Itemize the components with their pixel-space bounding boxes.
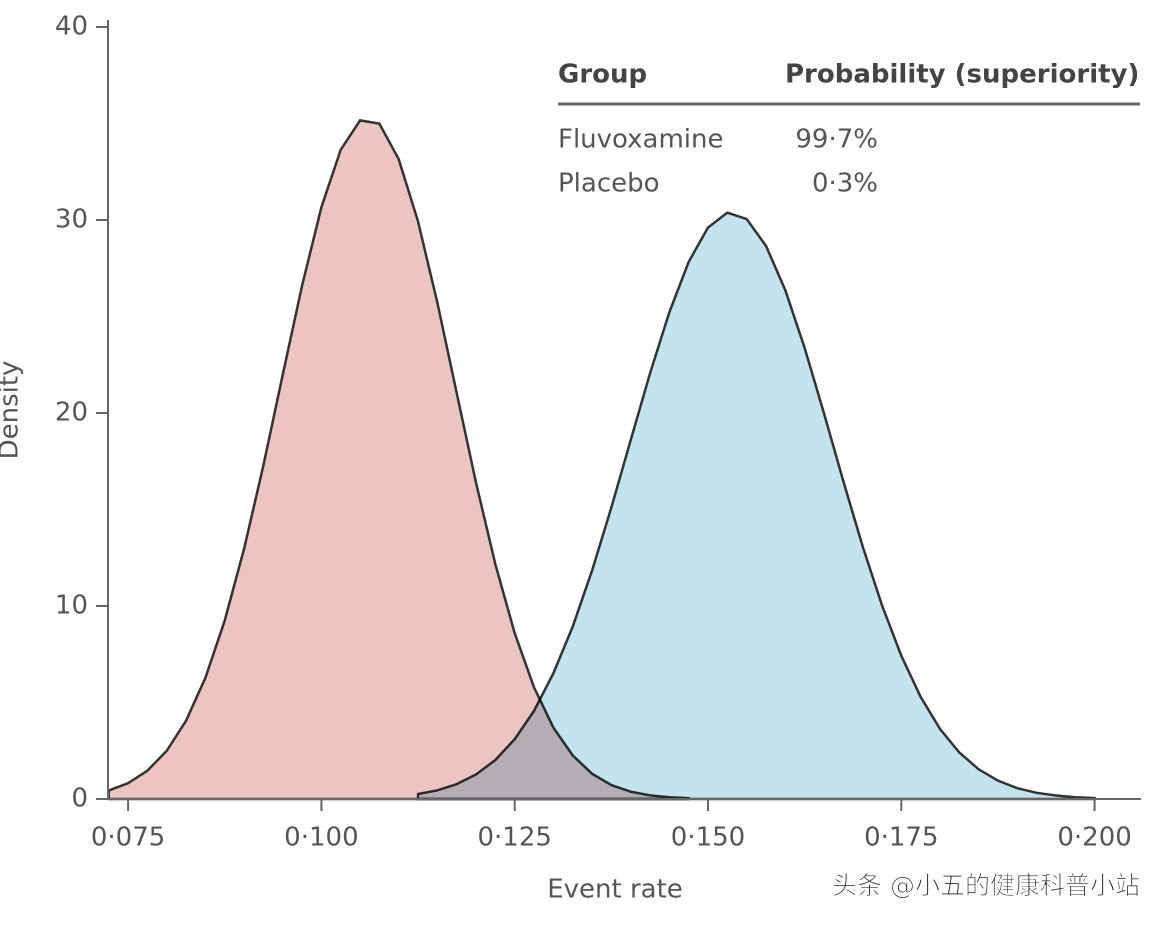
x-tick-label: 0·100: [284, 823, 358, 853]
x-tick-label: 0·150: [671, 823, 745, 853]
y-tick-label: 10: [55, 591, 88, 621]
y-tick-label: 0: [71, 784, 88, 814]
table-header: Probability (superiority): [785, 60, 1139, 90]
x-tick-label: 0·200: [1057, 823, 1131, 853]
table-group: Placebo: [558, 169, 660, 199]
table-group: Fluvoxamine: [558, 125, 724, 155]
y-axis-label: Density: [0, 361, 25, 460]
x-tick-label: 0·075: [91, 823, 165, 853]
y-tick-label: 40: [55, 12, 88, 42]
table-probability: 99·7%: [795, 125, 878, 155]
density-area: [416, 211, 1096, 801]
table-header: Group: [558, 60, 647, 90]
watermark: 头条 @小五的健康科普小站: [832, 871, 1140, 900]
x-tick-label: 0·175: [864, 823, 938, 853]
x-tick-label: 0·125: [477, 823, 551, 853]
y-tick-label: 20: [55, 398, 88, 428]
areas: [107, 119, 1096, 801]
y-tick-label: 30: [55, 205, 88, 235]
table-probability: 0·3%: [812, 169, 878, 199]
x-axis-label: Event rate: [547, 875, 683, 905]
